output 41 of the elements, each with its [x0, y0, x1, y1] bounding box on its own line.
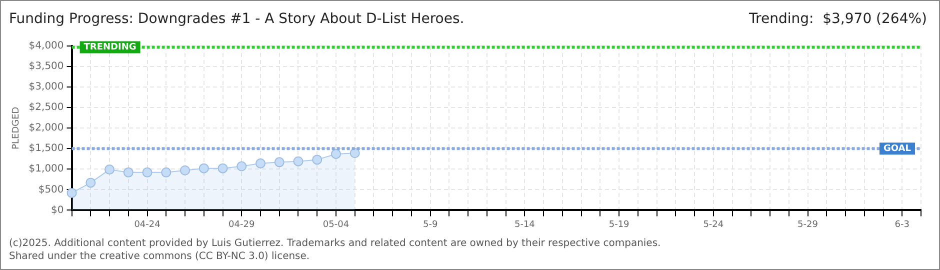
point [180, 165, 190, 176]
x-tick-label: 5-29 [798, 220, 818, 230]
y-tick-label: $1,000 [28, 164, 64, 175]
point [86, 178, 96, 188]
point [218, 163, 228, 174]
point [350, 148, 360, 158]
y-tick-label: $0 [51, 204, 64, 216]
x-tick-label: 5-9 [422, 220, 438, 230]
point [236, 161, 247, 172]
chart-subtitle: Trending: $3,970 (264%) [749, 11, 927, 27]
point [293, 156, 304, 166]
ref-line-label: GOAL [884, 144, 912, 154]
text: Shared under the creative commons (CC BY-NC 3.0) license. [9, 250, 311, 263]
point [274, 157, 284, 168]
x-tick-label: 04-29 [228, 220, 255, 230]
y-tick-label: $3,500 [28, 61, 64, 72]
y-tick-label: $4,000 [28, 40, 64, 52]
x-tick-label: 5-14 [514, 220, 536, 230]
x-tick-label: 05-04 [322, 220, 350, 230]
point [256, 158, 266, 168]
y-tick-label: $2,000 [28, 122, 64, 134]
y-tick-label: $3,000 [28, 82, 64, 93]
y-axis-title: PLEDGED [12, 106, 22, 150]
x-tick-label: 6-3 [894, 220, 910, 230]
point [142, 167, 152, 178]
point [123, 167, 134, 178]
point [330, 148, 341, 159]
chart-title: Funding Progress: Downgrades #1 - A Story About D-List Heroes. [9, 11, 464, 27]
y-tick-label: $2,500 [28, 102, 64, 114]
point [312, 154, 322, 165]
x-tick-label: 04-24 [134, 220, 161, 230]
text: (c)2025. Additional content provided by Luis Gutierrez. Trademarks and related content are owned by their respective companies. [9, 237, 661, 250]
x-tick-label: 5-24 [703, 220, 724, 230]
point [66, 188, 77, 198]
point [161, 167, 172, 178]
ref-line-label: TRENDING [84, 42, 136, 53]
x-tick-label: 5-19 [608, 220, 630, 230]
point [104, 164, 115, 175]
y-tick-label: $1,500 [28, 143, 64, 154]
y-tick-label: $500 [38, 184, 64, 196]
point [198, 163, 209, 174]
